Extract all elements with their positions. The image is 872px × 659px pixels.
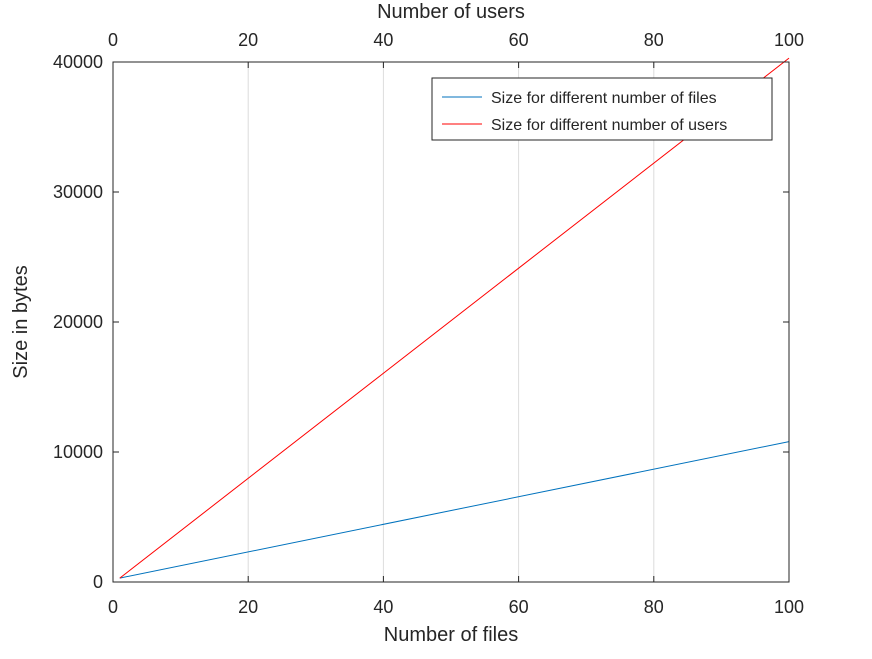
x-tick-label: 20 (238, 597, 258, 617)
x2-tick-label: 60 (509, 30, 529, 50)
legend-entry-1: Size for different number of users (491, 117, 727, 134)
series-line-0 (119, 441, 790, 579)
y-tick-label: 0 (93, 572, 103, 592)
x2-tick-label: 100 (774, 30, 804, 50)
y-tick-label: 20000 (53, 312, 103, 332)
y-axis-title: Size in bytes (10, 265, 32, 378)
y-tick-label: 30000 (53, 182, 103, 202)
x2-axis-title: Number of users (377, 1, 525, 23)
y-tick-label: 40000 (53, 52, 103, 72)
x2-tick-label: 40 (373, 30, 393, 50)
x-tick-label: 100 (774, 597, 804, 617)
legend: Size for different number of files Size f… (431, 77, 773, 141)
x-axis-title: Number of files (384, 624, 519, 646)
x2-tick-label: 80 (644, 30, 664, 50)
series-lines (119, 57, 790, 579)
legend-box (431, 77, 773, 141)
x-tick-label: 60 (509, 597, 529, 617)
axes: 0 20 40 60 80 100 0 20 40 60 80 100 0 10000 20000 30000… (10, 1, 804, 646)
x-tick-label: 40 (373, 597, 393, 617)
y-tick-label: 10000 (53, 442, 103, 462)
x-tick-label: 80 (644, 597, 664, 617)
x-tick-label: 0 (108, 597, 118, 617)
grid (247, 62, 655, 582)
legend-entry-0: Size for different number of files (491, 90, 717, 107)
x2-tick-label: 0 (108, 30, 118, 50)
series-line-1 (119, 57, 790, 579)
x2-tick-label: 20 (238, 30, 258, 50)
